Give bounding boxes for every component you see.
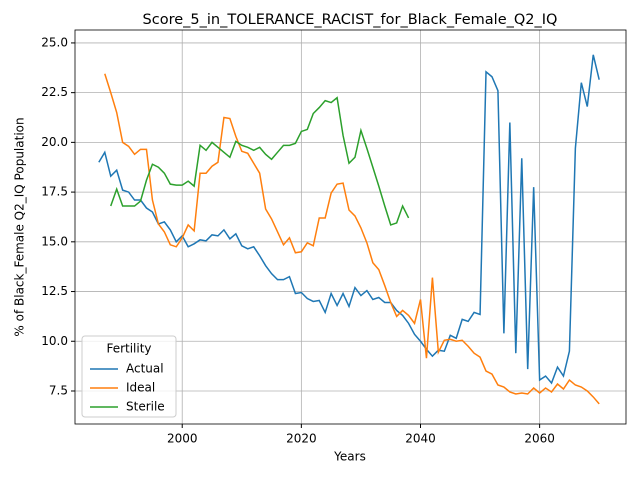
y-tick-label: 22.5 bbox=[41, 85, 68, 99]
y-tick-label: 12.5 bbox=[41, 284, 68, 298]
y-tick-label: 10.0 bbox=[41, 334, 68, 348]
line-series bbox=[104, 73, 600, 405]
y-tick-label: 20.0 bbox=[41, 135, 68, 149]
y-tick-label: 15.0 bbox=[41, 234, 68, 248]
x-tick-label: 2040 bbox=[405, 432, 436, 446]
x-tick-label: 2020 bbox=[286, 432, 317, 446]
x-tick-label: 2060 bbox=[524, 432, 555, 446]
x-tick-label: 2000 bbox=[167, 432, 198, 446]
y-tick-label: 17.5 bbox=[41, 185, 68, 199]
line-series bbox=[110, 96, 410, 226]
legend: Fertility Actual Ideal Sterile bbox=[81, 335, 177, 418]
plot-frame bbox=[74, 29, 627, 425]
legend-box bbox=[81, 335, 177, 418]
legend-label: Actual bbox=[126, 362, 164, 376]
chart-title: Score_5_in_TOLERANCE_RACIST_for_Black_Fe… bbox=[143, 12, 558, 28]
x-axis-label: Years bbox=[333, 450, 366, 464]
line-series bbox=[98, 54, 600, 385]
legend-label: Ideal bbox=[126, 381, 155, 395]
y-tick-label: 25.0 bbox=[41, 35, 68, 49]
y-tick-label: 7.5 bbox=[49, 383, 68, 397]
y-axis-label: % of Black_Female Q2_IQ Population bbox=[13, 117, 27, 336]
legend-title: Fertility bbox=[106, 342, 151, 356]
legend-label: Sterile bbox=[126, 400, 165, 414]
